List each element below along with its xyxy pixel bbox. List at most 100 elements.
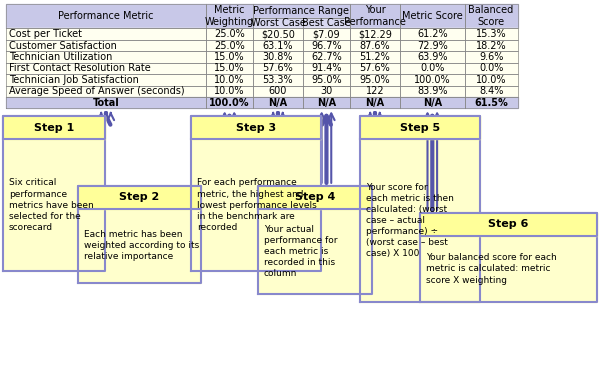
Text: Metric
Weighting: Metric Weighting — [205, 5, 254, 27]
Polygon shape — [464, 51, 518, 63]
Text: N/A: N/A — [423, 98, 442, 108]
Polygon shape — [464, 63, 518, 74]
Text: 122: 122 — [365, 86, 384, 96]
Polygon shape — [303, 74, 350, 86]
Text: 18.2%: 18.2% — [476, 41, 506, 51]
Polygon shape — [253, 97, 303, 108]
Polygon shape — [350, 97, 400, 108]
Text: 10.0%: 10.0% — [214, 75, 245, 85]
Polygon shape — [258, 186, 372, 294]
Polygon shape — [360, 116, 480, 139]
Polygon shape — [253, 51, 303, 63]
Text: Metric Score: Metric Score — [402, 11, 463, 21]
Text: Worst Case: Worst Case — [251, 18, 305, 28]
Polygon shape — [3, 116, 105, 271]
Text: 9.6%: 9.6% — [479, 52, 503, 62]
Polygon shape — [6, 63, 206, 74]
Text: 61.2%: 61.2% — [417, 29, 448, 39]
Polygon shape — [6, 97, 206, 108]
Polygon shape — [303, 40, 350, 51]
Polygon shape — [464, 40, 518, 51]
Text: 15.3%: 15.3% — [476, 29, 506, 39]
Polygon shape — [206, 40, 253, 51]
Text: 10.0%: 10.0% — [214, 86, 245, 96]
Text: 57.6%: 57.6% — [263, 63, 293, 74]
Polygon shape — [6, 28, 206, 40]
Polygon shape — [206, 74, 253, 86]
Text: 96.7%: 96.7% — [311, 41, 342, 51]
Text: 100.0%: 100.0% — [209, 98, 250, 108]
Polygon shape — [6, 51, 206, 63]
Polygon shape — [303, 97, 350, 108]
Text: 25.0%: 25.0% — [214, 29, 245, 39]
Text: 72.9%: 72.9% — [417, 41, 448, 51]
Polygon shape — [350, 40, 400, 51]
Polygon shape — [400, 40, 464, 51]
Text: 600: 600 — [269, 86, 287, 96]
Text: Cost per Ticket: Cost per Ticket — [9, 29, 82, 39]
Text: Total: Total — [92, 98, 119, 108]
Polygon shape — [6, 86, 206, 97]
Text: Balanced
Score: Balanced Score — [469, 5, 514, 27]
Text: Best Case: Best Case — [302, 18, 351, 28]
Polygon shape — [6, 74, 206, 86]
Polygon shape — [400, 97, 464, 108]
Text: Your
Performance: Your Performance — [344, 5, 406, 27]
Text: First Contact Resolution Rate: First Contact Resolution Rate — [9, 63, 151, 74]
Text: Average Speed of Answer (seconds): Average Speed of Answer (seconds) — [9, 86, 185, 96]
Polygon shape — [400, 4, 464, 28]
Text: 57.6%: 57.6% — [359, 63, 391, 74]
Text: Your balanced score for each
metric is calculated: metric
score X weighting: Your balanced score for each metric is c… — [426, 253, 557, 284]
Text: 63.9%: 63.9% — [417, 52, 448, 62]
Text: Customer Satisfaction: Customer Satisfaction — [9, 41, 117, 51]
Polygon shape — [464, 4, 518, 28]
Text: 95.0%: 95.0% — [311, 75, 342, 85]
Text: N/A: N/A — [365, 98, 385, 108]
Text: Step 6: Step 6 — [488, 219, 529, 229]
Polygon shape — [350, 4, 400, 28]
Text: 10.0%: 10.0% — [476, 75, 506, 85]
Text: Step 3: Step 3 — [236, 123, 276, 133]
Text: 61.5%: 61.5% — [474, 98, 508, 108]
Text: Six critical
performance
metrics have been
selected for the
scorecard: Six critical performance metrics have be… — [9, 178, 94, 232]
Text: N/A: N/A — [268, 98, 287, 108]
Polygon shape — [78, 186, 201, 209]
Polygon shape — [3, 116, 105, 139]
Text: 15.0%: 15.0% — [214, 63, 245, 74]
Polygon shape — [191, 116, 321, 139]
Text: 25.0%: 25.0% — [214, 41, 245, 51]
Polygon shape — [420, 213, 597, 302]
Polygon shape — [303, 18, 350, 28]
Polygon shape — [464, 74, 518, 86]
Text: Your actual
performance for
each metric is
recorded in this
column: Your actual performance for each metric … — [264, 225, 337, 278]
Polygon shape — [206, 51, 253, 63]
Text: $20.50: $20.50 — [261, 29, 295, 39]
Polygon shape — [191, 116, 321, 271]
Polygon shape — [253, 74, 303, 86]
Polygon shape — [360, 116, 480, 302]
Text: $7.09: $7.09 — [313, 29, 340, 39]
Polygon shape — [350, 74, 400, 86]
Polygon shape — [303, 86, 350, 97]
Text: 15.0%: 15.0% — [214, 52, 245, 62]
Polygon shape — [253, 4, 350, 18]
Polygon shape — [253, 86, 303, 97]
Polygon shape — [350, 28, 400, 40]
Polygon shape — [400, 28, 464, 40]
Polygon shape — [206, 63, 253, 74]
Polygon shape — [6, 40, 206, 51]
Polygon shape — [400, 74, 464, 86]
Text: 100.0%: 100.0% — [414, 75, 451, 85]
Polygon shape — [78, 186, 201, 283]
Polygon shape — [303, 28, 350, 40]
Polygon shape — [206, 4, 253, 28]
Text: 63.1%: 63.1% — [263, 41, 293, 51]
Text: Performance Range: Performance Range — [253, 6, 349, 16]
Text: Technician Utilization: Technician Utilization — [9, 52, 112, 62]
Polygon shape — [350, 51, 400, 63]
Polygon shape — [464, 97, 518, 108]
Text: Step 2: Step 2 — [119, 192, 160, 202]
Polygon shape — [420, 213, 597, 236]
Polygon shape — [350, 86, 400, 97]
Polygon shape — [253, 40, 303, 51]
